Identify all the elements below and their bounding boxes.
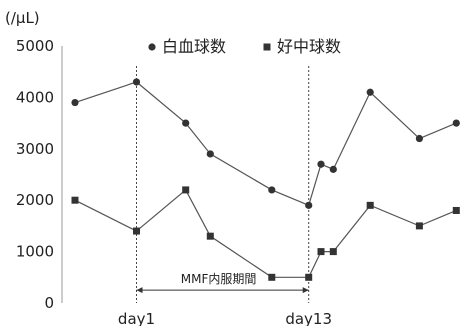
- legend-label: 白血球数: [162, 37, 226, 56]
- data-point-square: [329, 248, 337, 256]
- data-point-square: [317, 248, 325, 256]
- data-point-square: [452, 206, 460, 214]
- period-guides: [136, 66, 310, 303]
- legend-marker-square: [263, 43, 271, 51]
- arrow-head-left: [136, 287, 143, 294]
- data-point-circle: [268, 186, 276, 194]
- legend: 白血球数 好中球数: [148, 37, 341, 56]
- data-point-circle: [132, 78, 141, 86]
- y-axis-label: (/μL): [5, 9, 40, 27]
- data-point-square: [182, 186, 190, 194]
- x-axis-ticks: day1 day13: [118, 310, 332, 326]
- y-tick-label: 1000: [16, 243, 54, 261]
- y-axis-ticks: 0 1000 2000 3000 4000 5000: [16, 37, 54, 312]
- data-point-circle: [452, 119, 460, 127]
- data-point-square: [415, 222, 423, 230]
- data-point-circle: [415, 134, 423, 143]
- data-point-circle: [317, 160, 325, 168]
- legend-label: 好中球数: [277, 37, 341, 56]
- data-point-square: [71, 196, 79, 204]
- y-tick-label: 4000: [16, 88, 54, 106]
- data-point-circle: [329, 165, 337, 173]
- data-point-circle: [305, 201, 313, 209]
- data-point-circle: [182, 119, 190, 127]
- x-tick-label: day1: [118, 310, 155, 326]
- arrow-head-right: [302, 287, 309, 294]
- y-tick-label: 3000: [16, 140, 54, 158]
- series-group: [71, 78, 460, 281]
- series-line-2: [74, 188, 457, 278]
- y-tick-label: 2000: [16, 191, 54, 209]
- data-point-square: [206, 232, 214, 240]
- data-point-circle: [206, 150, 214, 158]
- annotation-label: MMF内服期間: [181, 272, 257, 286]
- data-point-square: [366, 201, 374, 209]
- data-point-square: [305, 273, 313, 281]
- mmf-period-annotation: MMF内服期間: [136, 272, 309, 294]
- series-line-1: [74, 81, 457, 207]
- data-point-circle: [366, 88, 374, 96]
- y-tick-label: 0: [44, 294, 54, 312]
- data-point-square: [268, 273, 276, 281]
- data-point-circle: [71, 98, 79, 107]
- data-point-square: [133, 227, 140, 235]
- x-tick-label: day13: [285, 310, 332, 326]
- y-tick-label: 5000: [16, 37, 54, 55]
- legend-marker-circle: [148, 43, 156, 51]
